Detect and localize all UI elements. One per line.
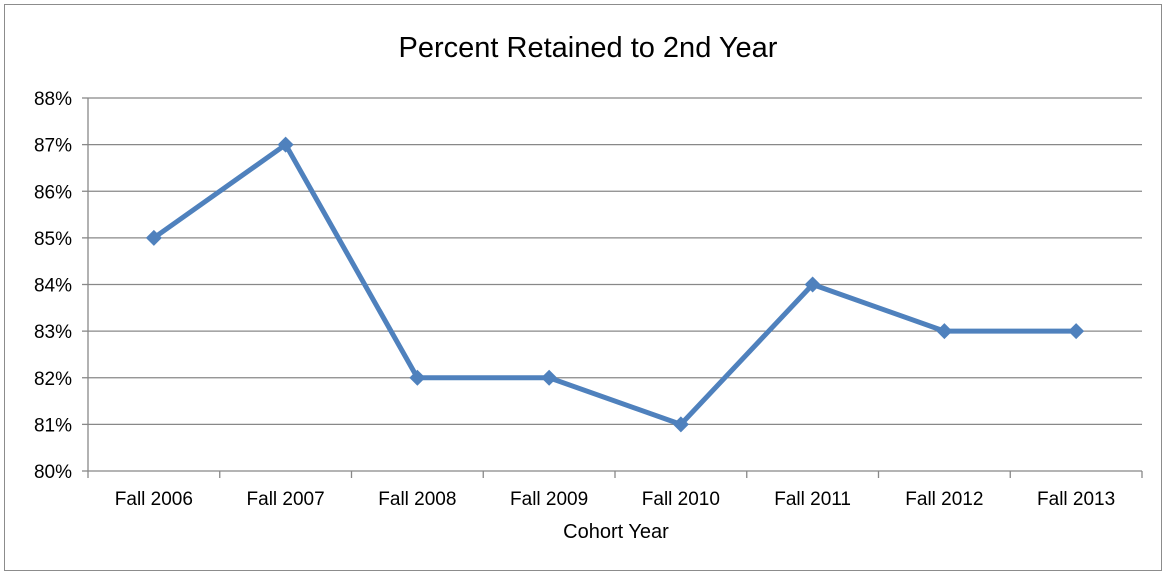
- x-tick-label: Fall 2010: [642, 489, 720, 510]
- data-point-marker: [936, 323, 953, 340]
- data-series: [145, 136, 1085, 433]
- x-tick-label: Fall 2011: [774, 489, 851, 510]
- y-tick-label: 85%: [34, 229, 72, 250]
- data-point-marker: [409, 369, 426, 386]
- y-tick-label: 81%: [34, 415, 72, 436]
- y-tick-label: 83%: [34, 322, 72, 343]
- y-tick-label: 87%: [34, 136, 72, 157]
- x-tick-label: Fall 2008: [378, 489, 456, 510]
- x-tick-labels: Fall 2006 Fall 2007 Fall 2008 Fall 2009 Fall…: [115, 489, 1115, 510]
- x-tick-label: Fall 2013: [1037, 489, 1115, 510]
- y-tick-label: 88%: [34, 89, 72, 110]
- y-tick-label: 86%: [34, 182, 72, 203]
- data-point-marker: [804, 276, 821, 293]
- y-tick-labels: 80% 81% 82% 83% 84% 85% 86% 87% 88%: [34, 89, 72, 483]
- data-point-marker: [145, 229, 162, 246]
- y-tick-label: 84%: [34, 276, 72, 297]
- x-tick-label: Fall 2009: [510, 489, 588, 510]
- x-tick-label: Fall 2012: [905, 489, 983, 510]
- chart-title: Percent Retained to 2nd Year: [399, 32, 778, 64]
- data-point-marker: [277, 136, 294, 153]
- y-tick-label: 80%: [34, 462, 72, 483]
- gridlines: [88, 97, 1142, 426]
- series-line: [151, 142, 1079, 427]
- data-point-marker: [672, 416, 689, 433]
- y-tick-label: 82%: [34, 369, 72, 390]
- x-tick-label: Fall 2006: [115, 489, 193, 510]
- x-tick-label: Fall 2007: [247, 489, 325, 510]
- axes: [82, 97, 1143, 478]
- x-axis-title: Cohort Year: [563, 521, 669, 543]
- data-point-marker: [1068, 323, 1085, 340]
- data-point-marker: [541, 369, 558, 386]
